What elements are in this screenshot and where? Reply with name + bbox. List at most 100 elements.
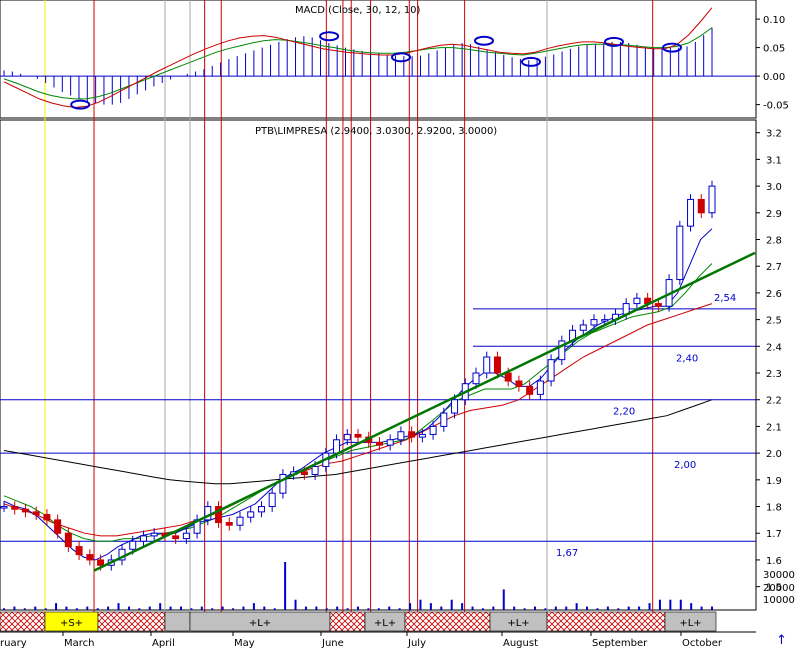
level-label: 2,20 xyxy=(613,407,635,418)
signal-band xyxy=(546,611,666,632)
price-candle xyxy=(257,506,265,513)
price-candle xyxy=(182,532,190,540)
trendline xyxy=(93,251,756,572)
price-candle xyxy=(472,372,480,385)
signal-bands: +S+ +L+ +L+ +L+ +L+ xyxy=(0,611,717,632)
macd-y-tick-label: 0.05 xyxy=(763,44,785,55)
slow-moving-average xyxy=(3,303,713,537)
macd-marker xyxy=(520,56,541,67)
price-candle xyxy=(375,441,383,446)
price-candle xyxy=(150,532,158,537)
price-candle xyxy=(697,198,705,214)
price-candle xyxy=(386,439,394,446)
level-label: 2,54 xyxy=(714,293,736,304)
month-label: March xyxy=(64,638,94,649)
price-candle xyxy=(311,465,319,475)
month-label: May xyxy=(234,638,255,649)
axes: 0.10 0.05 0.00 -0.05 3.2 3.1 3.0 2.9 2.8 2.7 2.6 2.… xyxy=(0,15,795,649)
price-candle xyxy=(172,535,180,540)
price-y-tick-label: 3.0 xyxy=(766,182,782,193)
volume-y-tick-label: 30000 xyxy=(763,570,795,581)
price-candle xyxy=(547,359,555,382)
month-label: August xyxy=(503,638,538,649)
signal-band xyxy=(0,611,46,632)
price-y-tick-label: 2.9 xyxy=(766,209,782,220)
signal-band xyxy=(329,611,366,632)
price-y-tick-label: 2.5 xyxy=(766,316,782,327)
macd-marker xyxy=(662,42,683,53)
price-candle xyxy=(343,433,351,441)
macd-title: MACD (Close, 30, 12, 10) xyxy=(295,5,421,16)
price-y-tick-label: 3.2 xyxy=(766,129,782,140)
price-candle xyxy=(687,198,695,227)
event-lines xyxy=(44,0,654,632)
level-label: 1,67 xyxy=(556,548,578,559)
price-candle xyxy=(0,506,8,509)
price-candle xyxy=(21,508,29,513)
price-candle xyxy=(451,399,459,414)
macd-line xyxy=(3,7,713,109)
macd-y-tick-label: 0.10 xyxy=(763,15,785,26)
price-candle xyxy=(483,356,491,374)
price-y-tick-label: 1.8 xyxy=(766,503,782,514)
price-candle xyxy=(526,385,534,395)
month-label: April xyxy=(152,638,175,649)
macd-signal-line xyxy=(3,27,713,100)
price-candle xyxy=(601,319,609,322)
mid-moving-average xyxy=(3,263,713,542)
price-candle xyxy=(215,506,223,524)
macd-y-tick-label: 0.00 xyxy=(763,72,785,83)
price-candle xyxy=(633,297,641,305)
level-label: 2,00 xyxy=(674,460,696,471)
price-candle xyxy=(504,372,512,382)
signal-band-label: +L+ xyxy=(679,618,701,629)
price-candle xyxy=(75,546,83,556)
corner-arrow-icon[interactable]: ↑ xyxy=(776,633,787,648)
price-candle xyxy=(708,185,716,214)
price-candle xyxy=(247,511,255,518)
macd-y-tick-label: -0.05 xyxy=(763,101,789,112)
price-candle xyxy=(300,471,308,475)
price-candle xyxy=(139,535,147,542)
price-y-tick-label: 2.6 xyxy=(766,289,782,300)
price-candle xyxy=(129,540,137,550)
macd-marker xyxy=(603,36,624,47)
price-y-tick-label: 2.4 xyxy=(766,342,782,353)
price-y-tick-label: 2.8 xyxy=(766,235,782,246)
macd-marker xyxy=(473,35,494,46)
price-candle xyxy=(354,433,362,438)
macd-marker xyxy=(319,31,340,42)
level-label: 2,40 xyxy=(676,353,698,364)
price-y-tick-label: 2.7 xyxy=(766,262,782,273)
volume-y-tick-label: 20000 xyxy=(763,583,795,594)
price-plot: 2,54 2,40 2,20 2,00 1,67 xyxy=(0,180,756,572)
price-candle xyxy=(429,425,437,435)
price-candle xyxy=(54,519,62,534)
price-candle xyxy=(515,380,523,387)
month-label: July xyxy=(407,638,426,649)
price-y-tick-label: 2.1 xyxy=(766,422,782,433)
price-candle xyxy=(64,532,72,548)
signal-band-label: +S+ xyxy=(60,618,83,629)
signal-band xyxy=(164,611,191,632)
price-candle xyxy=(86,554,94,561)
macd-marker xyxy=(391,52,412,63)
price-panel-frame xyxy=(0,119,757,611)
price-candle xyxy=(279,473,287,494)
price-candle xyxy=(408,431,416,438)
price-candle xyxy=(397,431,405,441)
price-candle xyxy=(97,559,105,566)
month-label: ruary xyxy=(0,638,27,649)
price-candle xyxy=(654,303,662,307)
signal-band xyxy=(97,611,166,632)
price-candle xyxy=(43,514,51,521)
price-y-tick-label: 1.5 xyxy=(766,583,782,594)
month-label: June xyxy=(321,638,344,649)
price-candle xyxy=(676,225,684,281)
signal-band xyxy=(664,611,717,632)
signal-band-label: +L+ xyxy=(249,618,271,629)
macd-marker xyxy=(70,99,91,110)
signal-band xyxy=(404,611,491,632)
macd-panel-frame xyxy=(0,0,757,119)
month-label: October xyxy=(682,638,723,649)
